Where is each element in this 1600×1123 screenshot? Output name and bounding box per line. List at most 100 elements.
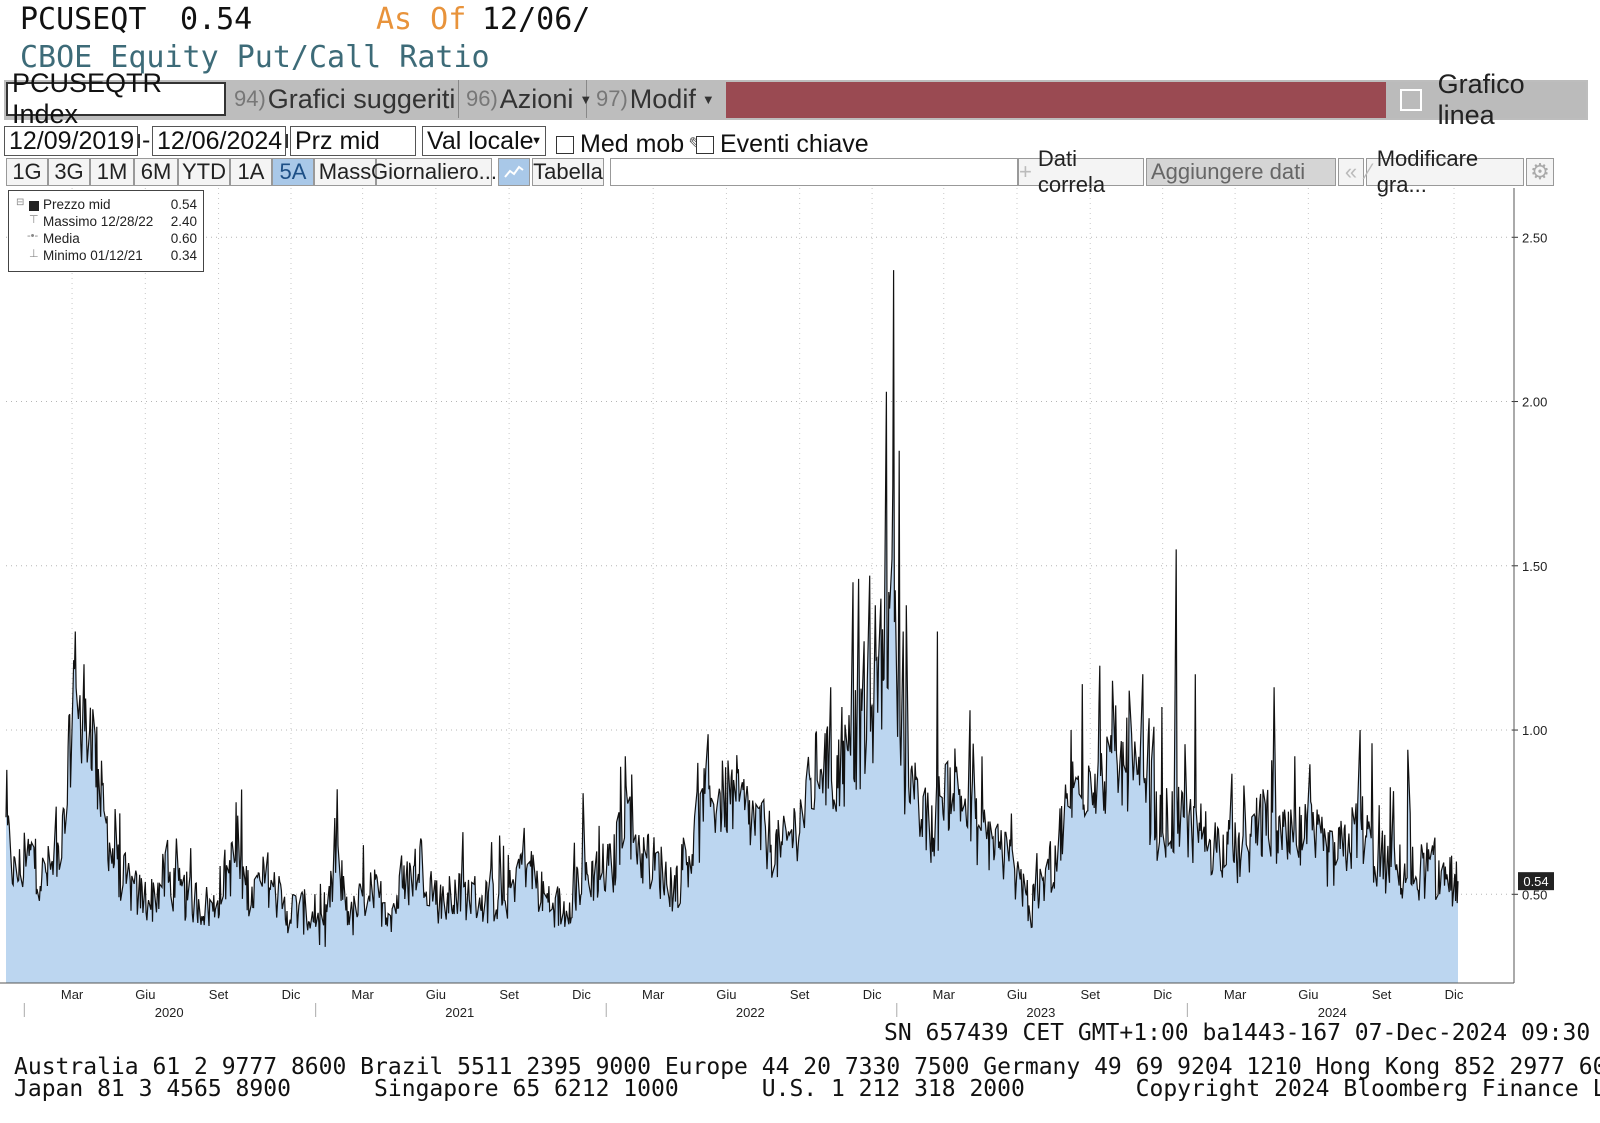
x-year-label: 2023 [1026,1005,1055,1020]
x-tick-label: Dic [282,987,301,1002]
ticker: PCUSEQT [20,2,147,37]
legend-row-price: Prezzo mid 0.54 [43,197,197,212]
period-toolbar: 1G 3G 1M 6M YTD 1A 5A Mass Giornaliero..… [4,146,1588,197]
legend-value: 0.54 [170,197,197,212]
contacts-line-1: Australia 61 2 9777 8600 Brazil 5511 239… [14,1054,1600,1080]
chart-type-button[interactable]: Grafico linea [1386,69,1586,130]
menu-label: Azioni [499,83,574,114]
x-tick-label: Giu [1298,987,1318,1002]
x-tick-label: Dic [863,987,882,1002]
period-1a-button[interactable]: 1A [230,158,272,186]
legend-label: Prezzo mid [43,197,111,212]
security-input[interactable]: PCUSEQTR Index [6,68,226,129]
as-of-label: As Of [376,2,467,37]
low-marker-icon: ⊥ [29,248,39,260]
y-tick-label: 2.00 [1522,395,1547,410]
x-tick-label: Dic [1153,987,1172,1002]
add-data-input[interactable]: Aggiungere dati [1146,158,1336,186]
x-tick-label: Mar [61,987,84,1002]
key-events-checkbox[interactable]: Eventi chiave [696,130,869,159]
period-1m-button[interactable]: 1M [90,158,134,186]
legend-value: 2.40 [170,214,197,229]
average-marker-icon: -•- [27,230,39,242]
price-chart[interactable]: 0.50 1.00 1.50 2.00 2.50 Mar Giu Set Dic Mar Giu S… [0,188,1600,1020]
period-3g-button[interactable]: 3G [48,158,90,186]
menu-number: 96) [466,86,498,111]
x-tick-label: Mar [933,987,956,1002]
menu-label: Grafici suggeriti [267,83,456,114]
y-tick-label: 1.50 [1522,559,1547,574]
x-tick-label: Mar [1224,987,1247,1002]
period-5a-button[interactable]: 5A [272,158,314,186]
status-bar [726,82,1386,118]
x-year-label: 2024 [1318,1005,1347,1020]
start-date-input[interactable]: 12/09/2019 [4,126,141,156]
security-name: CBOE Equity Put/Call Ratio [20,40,490,75]
calendar-icon[interactable] [286,134,289,148]
y-tick-label: 2.50 [1522,230,1547,245]
date-separator: - [142,126,151,154]
price-field-select[interactable]: Prz mid [290,126,416,156]
last-price-badge [1518,872,1554,891]
last-price: 0.54 [180,2,253,37]
period-max-button[interactable]: Mass [314,158,376,186]
last-price-label: 0.54 [1523,874,1548,889]
caret-down-icon: ▼ [701,91,715,107]
line-chart-icon[interactable] [498,158,530,186]
y-axis: 0.50 1.00 1.50 2.00 2.50 [1512,188,1547,983]
x-tick-label: Giu [1007,987,1027,1002]
correlate-data-button[interactable]: + Dati correla [1018,146,1144,197]
external-link-icon [1400,89,1422,111]
legend-label: Massimo 12/28/22 [43,214,154,229]
edit-menu[interactable]: 97) Modif ▼ [596,80,716,118]
edit-chart-button[interactable]: ⁄ Modificare gra... [1366,146,1524,197]
x-tick-label: Set [499,987,519,1002]
caret-down-icon: ▼ [579,91,593,107]
key-events-label: Eventi chiave [720,130,869,158]
currency-value: Val locale [427,126,534,155]
legend-row-average: Media 0.60 [43,231,197,246]
actions-menu[interactable]: 96) Azioni ▼ [466,80,592,118]
x-tick-label: Mar [351,987,374,1002]
legend-row-low: Minimo 01/12/21 0.34 [43,248,197,263]
chart-legend[interactable]: ⊟ Prezzo mid 0.54 ⊤ Massimo 12/28/22 2.4… [8,190,204,272]
legend-row-high: Massimo 12/28/22 2.40 [43,214,197,229]
y-tick-label: 0.50 [1522,887,1547,902]
table-button[interactable]: Tabella [532,158,604,186]
price-line [5,270,1459,947]
plus-icon: + [1019,159,1032,184]
end-date-input[interactable]: 12/06/2024 [152,126,289,156]
x-tick-label: Set [790,987,810,1002]
checkbox-box[interactable] [556,135,574,154]
calendar-icon[interactable] [138,134,141,148]
chart-type-label: Grafico linea [1437,69,1525,130]
collapse-icon[interactable]: « [1338,158,1364,186]
x-year-label: 2020 [155,1005,184,1020]
checkbox-box[interactable] [696,135,714,154]
moving-average-checkbox[interactable]: Med mob ✎ [556,130,703,159]
y-tick-label: 1.00 [1522,723,1547,738]
currency-select[interactable]: Val locale ▼ [422,126,546,156]
menu-number: 97) [596,86,628,111]
period-1g-button[interactable]: 1G [6,158,48,186]
x-tick-label: Giu [426,987,446,1002]
x-tick-label: Set [1372,987,1392,1002]
gear-icon[interactable]: ⚙ [1526,158,1554,186]
main-toolbar: PCUSEQTR Index 94) Grafici suggeriti 96)… [4,68,1588,130]
period-6m-button[interactable]: 6M [134,158,178,186]
chart-command-input[interactable] [610,158,1018,186]
high-marker-icon: ⊤ [29,214,39,226]
price-area [6,270,1458,984]
last-price-marker: 0.54 [1518,872,1554,891]
frequency-select[interactable]: Giornaliero... [371,158,497,186]
suggested-charts-menu[interactable]: 94) Grafici suggeriti [234,80,459,118]
collapse-icon[interactable]: ⊟ [16,197,25,208]
period-ytd-button[interactable]: YTD [178,158,230,186]
edit-chart-label: Modificare gra... [1376,146,1479,197]
as-of-date: 12/06/ [482,2,591,37]
legend-label: Media [43,231,80,246]
x-year-label: 2022 [736,1005,765,1020]
x-tick-label: Set [209,987,229,1002]
menu-label: Modif [629,83,696,114]
end-date-value: 12/06/2024 [157,126,283,155]
